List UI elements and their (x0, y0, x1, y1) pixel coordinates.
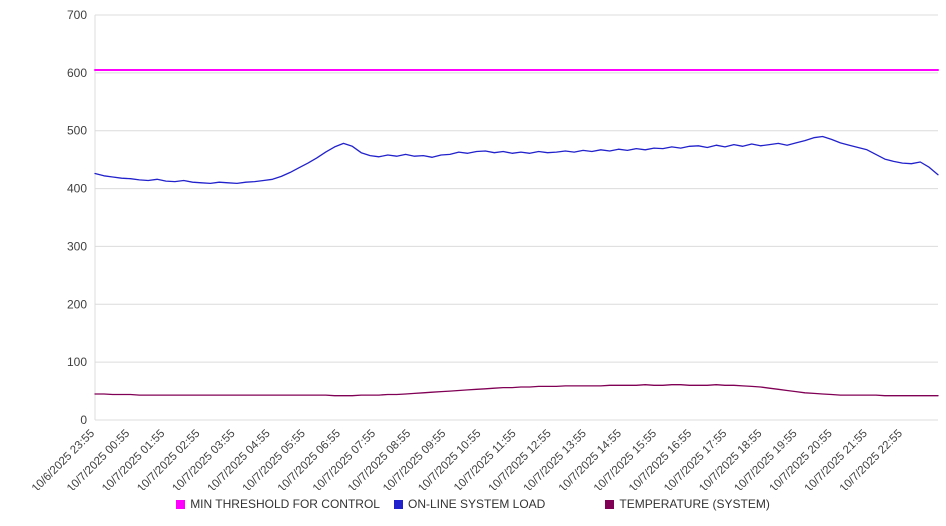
svg-text:400: 400 (67, 182, 87, 196)
legend-item-system-load: ON-LINE SYSTEM LOAD (393, 497, 546, 511)
svg-text:100: 100 (67, 355, 87, 369)
legend-label-temperature: TEMPERATURE (SYSTEM) (619, 497, 770, 511)
legend-swatch-temperature (605, 499, 615, 509)
svg-text:10/7/2025 22:55: 10/7/2025 22:55 (838, 428, 905, 490)
chart-legend: MIN THRESHOLD FOR CONTROL ON-LINE SYSTEM… (0, 497, 946, 511)
legend-label-min-threshold: MIN THRESHOLD FOR CONTROL (190, 497, 380, 511)
svg-text:700: 700 (67, 8, 87, 22)
svg-text:0: 0 (80, 413, 87, 427)
svg-text:600: 600 (67, 66, 87, 80)
legend-swatch-min-threshold (176, 499, 186, 509)
svg-text:500: 500 (67, 124, 87, 138)
legend-label-system-load: ON-LINE SYSTEM LOAD (407, 497, 546, 511)
legend-item-temperature: TEMPERATURE (SYSTEM) (605, 497, 770, 511)
svg-text:300: 300 (67, 239, 87, 253)
legend-item-min-threshold: MIN THRESHOLD FOR CONTROL (176, 497, 380, 511)
legend-swatch-system-load (393, 499, 403, 509)
svg-text:200: 200 (67, 297, 87, 311)
